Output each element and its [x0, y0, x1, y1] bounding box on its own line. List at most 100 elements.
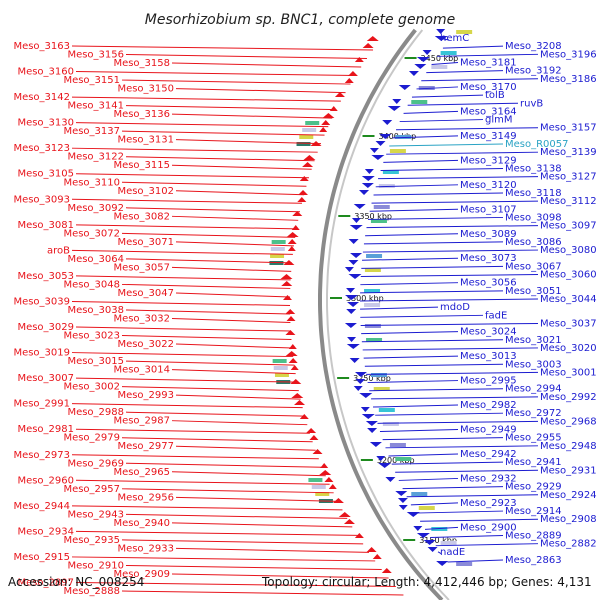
minus-strand-gene	[322, 113, 335, 118]
gene-label-right: Meso_3196	[540, 49, 597, 60]
gene-label-right: Meso_3164	[460, 106, 517, 117]
leader-line-left	[71, 96, 341, 102]
gene-label-left: Meso_2960	[17, 475, 74, 486]
leader-line-left	[175, 190, 305, 196]
gene-label-left: Meso_2965	[113, 467, 170, 478]
leader-line-left	[121, 181, 307, 187]
gene-label-left: Meso_3022	[117, 339, 174, 350]
gene-label-left: Meso_2991	[13, 399, 70, 410]
gene-label-left: Meso_3007	[17, 373, 74, 384]
plus-strand-gene	[361, 414, 375, 419]
leader-line-left	[125, 513, 348, 519]
leader-line-left	[75, 326, 291, 332]
minus-strand-gene	[299, 176, 309, 181]
leader-line-left	[175, 547, 370, 553]
leader-line-right	[447, 559, 504, 563]
minus-strand-gene	[306, 428, 317, 433]
leader-line-left	[75, 71, 356, 77]
gene-category-block	[308, 478, 323, 482]
gene-label-left: Meso_3123	[13, 143, 70, 154]
leader-line-right	[373, 404, 459, 408]
leader-line-left	[171, 420, 308, 426]
leader-line-left	[171, 522, 353, 528]
gene-category-block	[305, 121, 320, 125]
gene-label-left: Meso_2988	[67, 407, 124, 418]
gene-label-left: Meso_2956	[117, 492, 174, 503]
gene-label-right: Meso_2995	[460, 376, 517, 387]
gene-label-right: Meso_3181	[460, 57, 517, 68]
plus-strand-gene	[348, 260, 359, 265]
leader-line-left	[121, 130, 325, 136]
plus-strand-gene	[422, 50, 432, 55]
leader-line-left	[121, 437, 313, 443]
plus-strand-gene	[361, 176, 375, 181]
plus-strand-gene	[427, 547, 438, 552]
minus-strand-gene	[343, 519, 355, 524]
gene-category-block	[270, 254, 285, 258]
gene-label-right: Meso_3097	[540, 221, 597, 232]
gene-label-right: Meso_2924	[540, 490, 597, 501]
leader-line-right	[395, 469, 539, 473]
gene-label-right: Meso_2955	[505, 433, 562, 444]
gene-category-block	[270, 247, 285, 251]
leader-line-right	[407, 102, 519, 106]
gene-category-block	[382, 422, 399, 426]
leader-line-right	[362, 249, 539, 253]
minus-strand-gene	[283, 295, 292, 300]
plus-strand-gene	[398, 505, 408, 510]
plus-strand-gene	[353, 204, 366, 209]
plus-strand-gene	[369, 148, 379, 153]
gene-category-block	[311, 485, 326, 489]
gene-category-block	[378, 184, 395, 188]
plus-strand-gene	[387, 106, 401, 111]
gene-label-right: Meso_2982	[460, 400, 517, 411]
minus-strand-gene	[288, 358, 298, 363]
gene-category-block	[440, 541, 457, 545]
gene-label-right: Meso_3051	[505, 286, 562, 297]
leader-line-left	[175, 394, 301, 400]
leader-line-left	[75, 530, 358, 536]
leader-line-left	[171, 62, 362, 68]
leader-line-right	[382, 437, 504, 441]
gene-label-right: Meso_2968	[540, 416, 597, 427]
plus-strand-gene	[346, 288, 356, 293]
gene-category-block	[418, 506, 435, 510]
leader-line-right	[362, 347, 539, 351]
leader-line-right	[385, 445, 539, 449]
gene-category-block	[411, 100, 428, 104]
plus-strand-gene	[361, 183, 374, 188]
plus-strand-gene	[436, 561, 449, 566]
gene-label-right: Meso_3089	[460, 229, 517, 240]
gene-label-right: Meso_3139	[540, 147, 597, 158]
minus-strand-gene	[302, 162, 314, 167]
leader-line-right	[360, 290, 504, 294]
gene-category-block	[378, 408, 395, 412]
gene-label-right: Meso_2931	[540, 465, 597, 476]
leader-line-left	[171, 164, 312, 170]
minus-strand-gene	[354, 57, 364, 62]
gene-label-left: Meso_3150	[117, 84, 174, 95]
gene-label-left: Meso_3053	[17, 271, 74, 282]
gene-label-right: Meso_2923	[460, 498, 517, 509]
gene-label-right: Meso_2929	[505, 482, 562, 493]
gene-label-right: Meso_2889	[505, 531, 562, 542]
minus-strand-gene	[329, 106, 338, 111]
gene-label-right: Meso_2941	[505, 457, 562, 468]
gene-label-right: Meso_3170	[460, 82, 517, 93]
plus-strand-gene	[353, 386, 363, 391]
plus-strand-gene	[351, 218, 361, 223]
leader-line-right	[388, 453, 459, 457]
minus-strand-gene	[292, 211, 303, 216]
gene-label-right: Meso_3067	[505, 261, 562, 272]
minus-strand-gene	[319, 470, 332, 475]
gene-category-block	[370, 219, 387, 223]
plus-strand-gene	[355, 379, 366, 384]
gene-label-left: Meso_2935	[63, 535, 120, 546]
leader-line-right	[371, 396, 539, 400]
gene-label-left: Meso_3082	[113, 211, 170, 222]
gene-category-block	[395, 135, 412, 139]
plus-strand-gene	[346, 309, 357, 314]
leader-line-right	[435, 543, 539, 547]
gene-category-block	[302, 128, 317, 132]
gene-category-block	[389, 443, 406, 447]
